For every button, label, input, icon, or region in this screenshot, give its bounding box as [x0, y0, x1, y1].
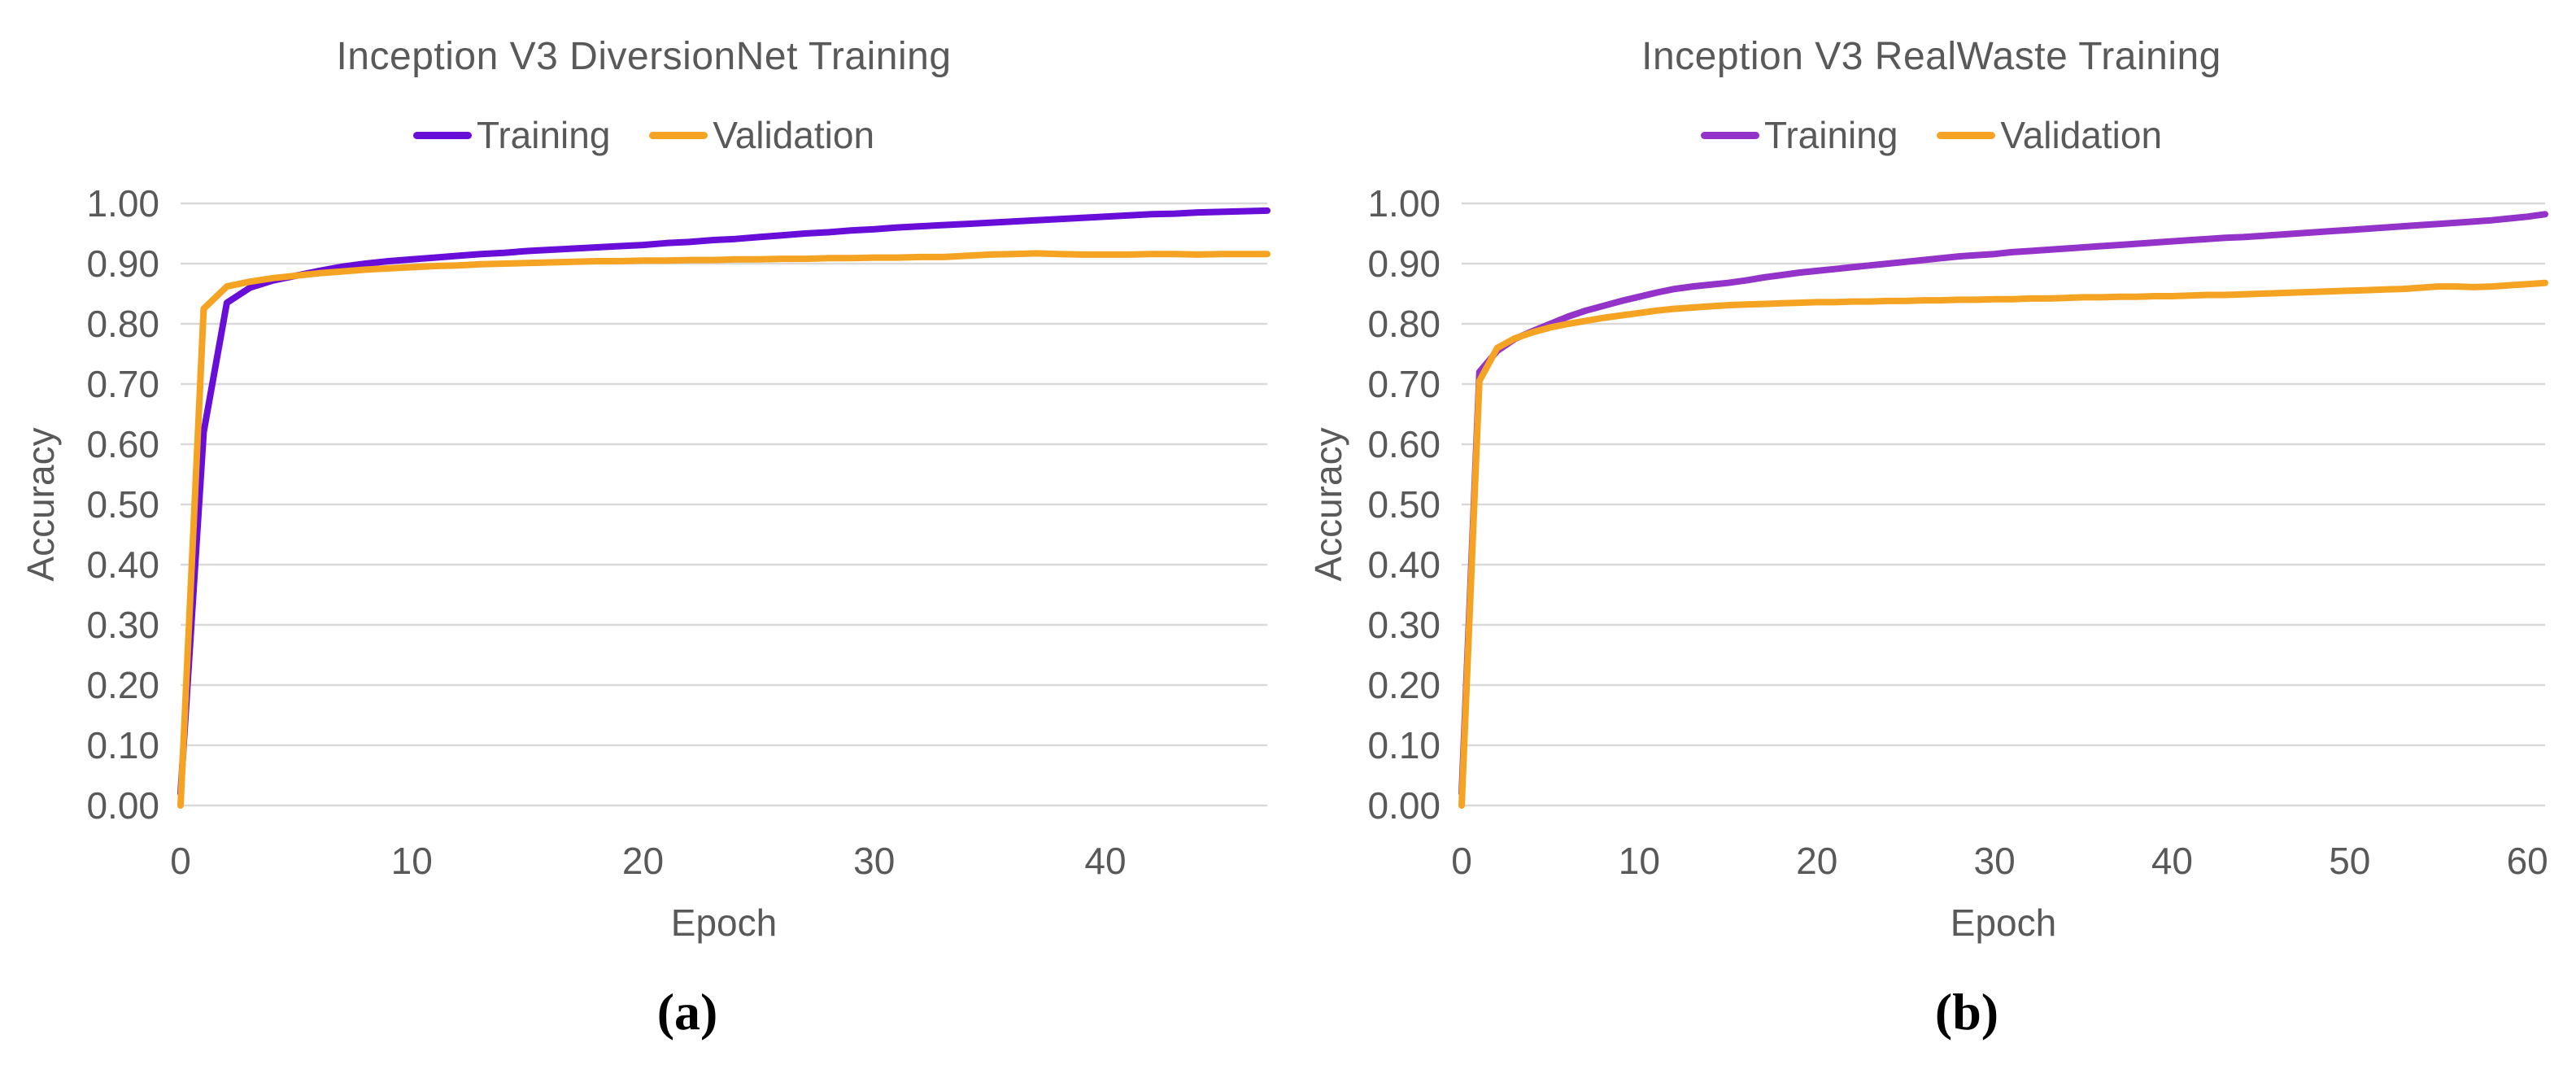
x-axis-title: Epoch [671, 901, 777, 944]
y-tick-label: 0.60 [1367, 423, 1441, 465]
validation-line [177, 250, 1271, 809]
y-tick-label: 0.40 [86, 544, 159, 586]
y-tick-label: 0.80 [1367, 303, 1441, 345]
y-tick-label: 0.50 [86, 483, 159, 526]
x-axis-title: Epoch [1951, 901, 2056, 944]
plot-area-a: 1.00 0.90 0.80 0.70 0.60 0.50 0.40 0.30 0.20 0.10… [20, 182, 1271, 944]
y-tick-label: 0.10 [86, 724, 159, 766]
subfigure-caption-a: (a) [656, 983, 718, 1041]
x-tick-label: 20 [1796, 840, 1837, 882]
validation-line-swatch [649, 131, 708, 139]
y-tick-label: 0.30 [1367, 604, 1441, 646]
validation-line [1458, 279, 2548, 809]
legend-item-training: Training [1700, 113, 1898, 157]
chart-panel-a: Inception V3 DiversionNet Training Train… [0, 35, 1288, 1041]
x-tick-label: 50 [2329, 840, 2370, 882]
y-tick-label: 0.90 [1367, 242, 1441, 285]
x-tick-label: 40 [1084, 840, 1126, 882]
training-line [177, 207, 1271, 797]
legend-label-validation: Validation [2000, 114, 2163, 156]
training-line [1458, 211, 2548, 797]
chart-title-b: Inception V3 RealWaste Training [1641, 35, 2221, 78]
validation-line-swatch [1937, 131, 1996, 139]
y-tick-label: 0.70 [86, 363, 159, 405]
y-tick-label: 1.00 [1367, 182, 1441, 225]
legend-item-validation: Validation [649, 113, 874, 157]
x-tick-label: 30 [1973, 840, 2015, 882]
y-tick-label: 0.50 [1367, 483, 1441, 526]
plot-area-b: 1.00 0.90 0.80 0.70 0.60 0.50 0.40 0.30 0.20 0.10… [1307, 182, 2548, 944]
y-tick-label: 0.40 [1367, 544, 1441, 586]
y-tick-label: 1.00 [86, 182, 159, 225]
chart-title-a: Inception V3 DiversionNet Training [336, 35, 952, 78]
legend-item-training: Training [412, 113, 611, 157]
y-tick-label: 0.20 [1367, 664, 1441, 706]
y-tick-label: 0.10 [1367, 724, 1441, 766]
x-tick-label: 10 [1619, 840, 1660, 882]
legend-label-training: Training [1763, 114, 1898, 156]
x-tick-label: 0 [170, 840, 191, 882]
y-tick-label: 0.00 [1367, 784, 1441, 827]
legend-item-validation: Validation [1937, 113, 2162, 157]
x-tick-label: 0 [1451, 840, 1472, 882]
chart-panel-b: Inception V3 RealWaste Training Training… [1288, 0, 2575, 1087]
y-tick-label: 0.80 [86, 303, 159, 345]
x-tick-label: 10 [391, 840, 433, 882]
y-axis-title: Accuracy [20, 427, 62, 581]
x-tick-label: 20 [622, 840, 664, 882]
training-line-swatch [412, 131, 472, 139]
legend-b: Training Validation [1288, 114, 2575, 156]
subfigure-caption-b: (b) [1934, 983, 1999, 1041]
x-tick-label: 60 [2507, 840, 2548, 882]
y-tick-label: 0.30 [86, 604, 159, 646]
x-tick-label: 40 [2151, 840, 2193, 882]
x-tick-label: 30 [853, 840, 895, 882]
legend-label-training: Training [476, 114, 611, 156]
training-line-swatch [1700, 131, 1759, 139]
y-tick-label: 0.20 [86, 664, 159, 706]
y-tick-label: 0.60 [86, 423, 159, 465]
y-tick-label: 0.90 [86, 242, 159, 285]
y-tick-label: 0.00 [86, 784, 159, 827]
y-tick-label: 0.70 [1367, 363, 1441, 405]
legend-label-validation: Validation [713, 114, 875, 156]
legend-a: Training Validation [0, 114, 1288, 156]
y-axis-title: Accuracy [1307, 427, 1349, 581]
